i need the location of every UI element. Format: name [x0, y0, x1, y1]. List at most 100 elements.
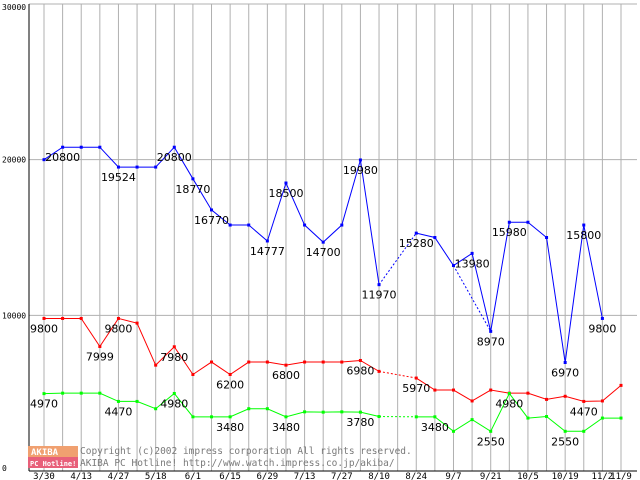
- series-point-2: [98, 391, 102, 395]
- data-label: 4970: [30, 398, 58, 411]
- data-label: 4980: [495, 397, 523, 410]
- series-point-1: [61, 316, 65, 320]
- logo-top-block: [28, 446, 78, 457]
- axes: [28, 4, 637, 472]
- series-point-1: [154, 363, 158, 367]
- series: [42, 145, 623, 433]
- series-point-0: [340, 223, 344, 227]
- data-label: 19980: [343, 164, 378, 177]
- series-point-2: [563, 429, 567, 433]
- series-point-2: [303, 410, 307, 414]
- series-point-1: [545, 397, 549, 401]
- series-point-1: [247, 360, 251, 364]
- x-tick-label: 5/18: [145, 472, 167, 480]
- data-label: 6980: [346, 364, 374, 377]
- series-point-0: [135, 165, 139, 169]
- series-point-1: [470, 399, 474, 403]
- series-point-1: [228, 372, 232, 376]
- series-point-0: [247, 223, 251, 227]
- series-point-2: [545, 415, 549, 419]
- series-point-1: [358, 358, 362, 362]
- series-point-0: [98, 145, 102, 149]
- x-tick-label: 8/24: [405, 472, 427, 480]
- series-point-0: [470, 251, 474, 255]
- series-point-1: [600, 399, 604, 403]
- series-point-2: [489, 429, 493, 433]
- x-tick-label: 10/19: [552, 472, 579, 480]
- x-tick-label: 11/2: [592, 472, 614, 480]
- y-tick-label: 10000: [2, 311, 26, 320]
- series-point-2: [191, 415, 195, 419]
- series-point-2: [172, 391, 176, 395]
- data-label: 2550: [551, 435, 579, 448]
- x-tick-label: 6/15: [219, 472, 241, 480]
- series-point-1: [526, 391, 530, 395]
- data-label: 6970: [551, 367, 579, 380]
- series-point-2: [358, 410, 362, 414]
- data-label: 14777: [250, 245, 285, 258]
- series-point-1: [582, 399, 586, 403]
- data-label: 9800: [30, 322, 58, 335]
- series-point-0: [526, 220, 530, 224]
- series-point-1: [451, 388, 455, 392]
- x-tick-label: 4/27: [108, 472, 130, 480]
- series-point-1: [79, 316, 83, 320]
- x-tick-label: 10/5: [517, 472, 539, 480]
- data-label: 20800: [157, 151, 192, 164]
- series-point-1: [433, 388, 437, 392]
- series-point-2: [451, 429, 455, 433]
- x-tick-label: 8/10: [368, 472, 390, 480]
- series-point-1: [303, 360, 307, 364]
- series-point-1: [489, 388, 493, 392]
- series-point-0: [61, 145, 65, 149]
- series-point-2: [619, 416, 623, 420]
- series-point-2: [135, 399, 139, 403]
- series-point-1: [377, 369, 381, 373]
- data-label: 6800: [272, 369, 300, 382]
- series-point-2: [321, 410, 325, 414]
- series-point-2: [507, 391, 511, 395]
- series-point-0: [116, 165, 120, 169]
- series-point-0: [582, 223, 586, 227]
- series-point-0: [433, 236, 437, 239]
- x-tick-label: 7/27: [331, 472, 353, 480]
- y-tick-label: 30000: [2, 3, 26, 12]
- series-point-1: [619, 383, 623, 387]
- data-label: 9800: [104, 322, 132, 335]
- x-tick-label: 11/9: [610, 472, 632, 480]
- data-label: 7980: [160, 351, 188, 364]
- series-point-0: [414, 231, 418, 235]
- series-point-0: [377, 283, 381, 287]
- x-tick-label: 6/1: [185, 472, 201, 480]
- series-point-2: [154, 407, 158, 411]
- series-point-0: [79, 145, 83, 149]
- series-point-2: [600, 416, 604, 420]
- series-point-2: [210, 415, 214, 419]
- data-label: 13980: [455, 257, 490, 270]
- logo-top-text: AKIBA: [31, 448, 59, 458]
- series-point-0: [451, 264, 455, 268]
- series-point-0: [228, 223, 232, 227]
- series-point-2: [377, 415, 381, 419]
- series-point-0: [210, 208, 214, 212]
- y-tick-label: 0: [2, 464, 7, 473]
- series-point-2: [433, 415, 437, 419]
- series-line-2: [416, 392, 621, 433]
- series-point-1: [210, 360, 214, 364]
- data-label: 15800: [566, 229, 601, 242]
- series-point-2: [526, 416, 530, 420]
- x-axis-ticks: 3/30 4/13 4/27 5/18 6/1 6/15 6/29 7/13 7/27 8/10 8…: [33, 472, 632, 480]
- series-point-1: [265, 360, 269, 364]
- series-point-0: [172, 145, 176, 149]
- series-point-0: [507, 220, 511, 224]
- copyright-line-1: Copyright (c)2002 impress corporation Al…: [80, 446, 412, 457]
- series-gap-line-0: [378, 232, 417, 285]
- series-point-0: [358, 158, 362, 162]
- series-gap-line-0: [453, 265, 492, 332]
- data-labels: 20800 19524 20800 18770 16770 14777 18500 14700…: [30, 151, 616, 448]
- data-label: 2550: [477, 435, 505, 448]
- series-point-1: [191, 372, 195, 376]
- series-point-2: [582, 429, 586, 433]
